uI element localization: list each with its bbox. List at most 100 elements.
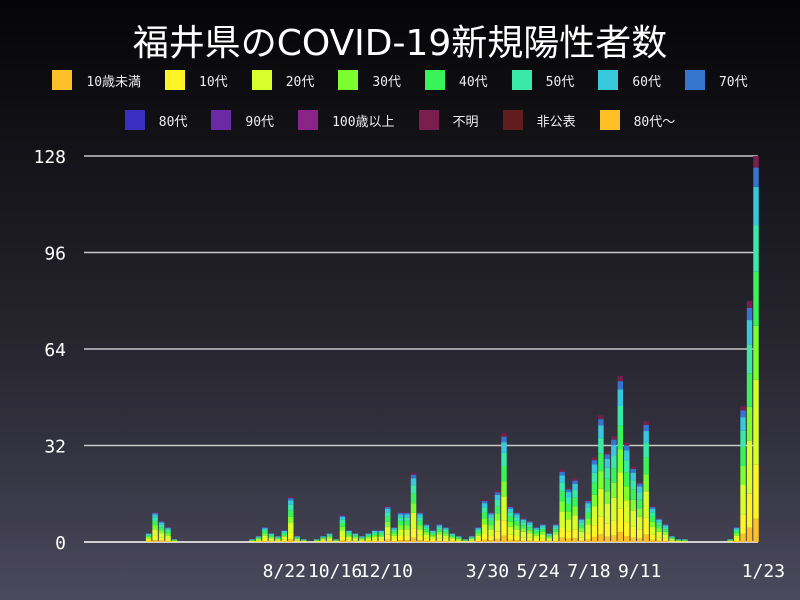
bar-segment xyxy=(656,540,662,542)
bar-segment xyxy=(410,478,417,486)
bar-segment xyxy=(624,536,630,542)
bar-segment xyxy=(604,491,611,505)
bar-segment xyxy=(507,539,514,542)
legend-label: 90代 xyxy=(245,114,275,130)
bar-segment xyxy=(145,534,152,536)
bar-segment xyxy=(152,535,158,541)
bar-segment xyxy=(494,506,501,514)
bar-segment xyxy=(740,447,746,467)
bar-segment xyxy=(643,517,649,535)
bar xyxy=(300,538,307,542)
bar xyxy=(753,156,759,542)
bar-segment xyxy=(604,478,611,492)
bar-segment xyxy=(410,493,417,504)
bar-segment xyxy=(475,541,481,542)
bar-segment xyxy=(494,494,501,500)
bar-segment xyxy=(384,521,391,527)
bar-segment xyxy=(255,537,262,539)
bar xyxy=(662,523,669,542)
bar-segment xyxy=(753,156,759,168)
bar-segment xyxy=(520,517,527,519)
bar-segment xyxy=(430,532,436,534)
bar-segment xyxy=(649,505,656,507)
bar-segment xyxy=(740,533,746,542)
bar-segment xyxy=(365,534,372,536)
bar-segment xyxy=(552,531,559,535)
bar-segment xyxy=(669,538,675,540)
legend-label: 非公表 xyxy=(536,114,576,130)
bar-segment xyxy=(656,522,662,526)
bar-segment xyxy=(346,532,352,534)
bar-segment xyxy=(352,533,359,535)
bar-segment xyxy=(514,540,520,542)
bar-segment xyxy=(753,271,759,326)
bar-segment xyxy=(165,533,171,536)
bar-segment xyxy=(656,528,662,532)
bar-segment xyxy=(578,522,585,526)
bar xyxy=(643,421,649,542)
bar-segment xyxy=(559,469,565,472)
bar-segment xyxy=(294,538,300,540)
bar-segment xyxy=(643,443,649,458)
bar-segment xyxy=(572,506,578,516)
bar xyxy=(656,517,662,542)
bar-segment xyxy=(268,540,275,542)
bar-segment xyxy=(449,534,456,536)
bar-segment xyxy=(585,503,591,508)
bar-segment xyxy=(372,530,378,533)
bar xyxy=(559,469,565,542)
bar-segment xyxy=(404,511,410,513)
bar xyxy=(533,526,540,542)
bar-segment xyxy=(436,534,443,539)
bar-segment xyxy=(649,508,656,513)
bar-segment xyxy=(145,540,152,542)
bar-segment xyxy=(475,535,481,539)
bar-segment xyxy=(746,344,753,374)
bar-segment xyxy=(501,481,507,497)
legend-label: 70代 xyxy=(718,74,748,90)
bar-segment xyxy=(423,531,430,535)
bar-segment xyxy=(346,530,352,533)
bar xyxy=(462,538,468,542)
bar xyxy=(281,529,288,542)
bar-segment xyxy=(572,538,578,542)
bar-segment xyxy=(565,519,572,532)
bar-segment xyxy=(481,512,488,519)
bar-segment xyxy=(378,530,384,533)
bar xyxy=(165,526,171,542)
bar-segment xyxy=(372,533,378,536)
bar xyxy=(604,451,611,542)
bar-segment xyxy=(281,535,288,537)
bar-segment xyxy=(268,538,275,541)
bar xyxy=(145,532,152,542)
bar-segment xyxy=(262,527,268,529)
bar-segment xyxy=(397,529,404,536)
bar-segment xyxy=(417,535,423,541)
bar-segment xyxy=(372,532,378,534)
bar-segment xyxy=(275,537,281,538)
bar-segment xyxy=(649,516,656,522)
x-tick-label: 1/23 xyxy=(742,561,785,582)
x-tick-label: 10/16 xyxy=(308,561,362,582)
bar-segment xyxy=(288,504,294,511)
bar xyxy=(456,535,462,542)
bar-segment xyxy=(423,524,430,526)
bar-segment xyxy=(572,515,578,530)
bar xyxy=(391,526,397,542)
bar-segment xyxy=(591,457,598,461)
bar xyxy=(326,532,333,542)
bar-segment xyxy=(733,535,740,539)
bar-segment xyxy=(436,531,443,535)
legend-swatch xyxy=(425,70,445,90)
bar-segment xyxy=(443,541,449,542)
bar-segment xyxy=(546,540,552,542)
bar-segment xyxy=(643,421,649,425)
bar xyxy=(552,523,559,542)
bar xyxy=(262,526,268,542)
bar-segment xyxy=(656,525,662,529)
bar-segment xyxy=(410,528,417,538)
bar-segment xyxy=(339,514,346,516)
bar-segment xyxy=(733,533,740,536)
bar-segment xyxy=(417,512,423,515)
bar-segment xyxy=(410,503,417,513)
